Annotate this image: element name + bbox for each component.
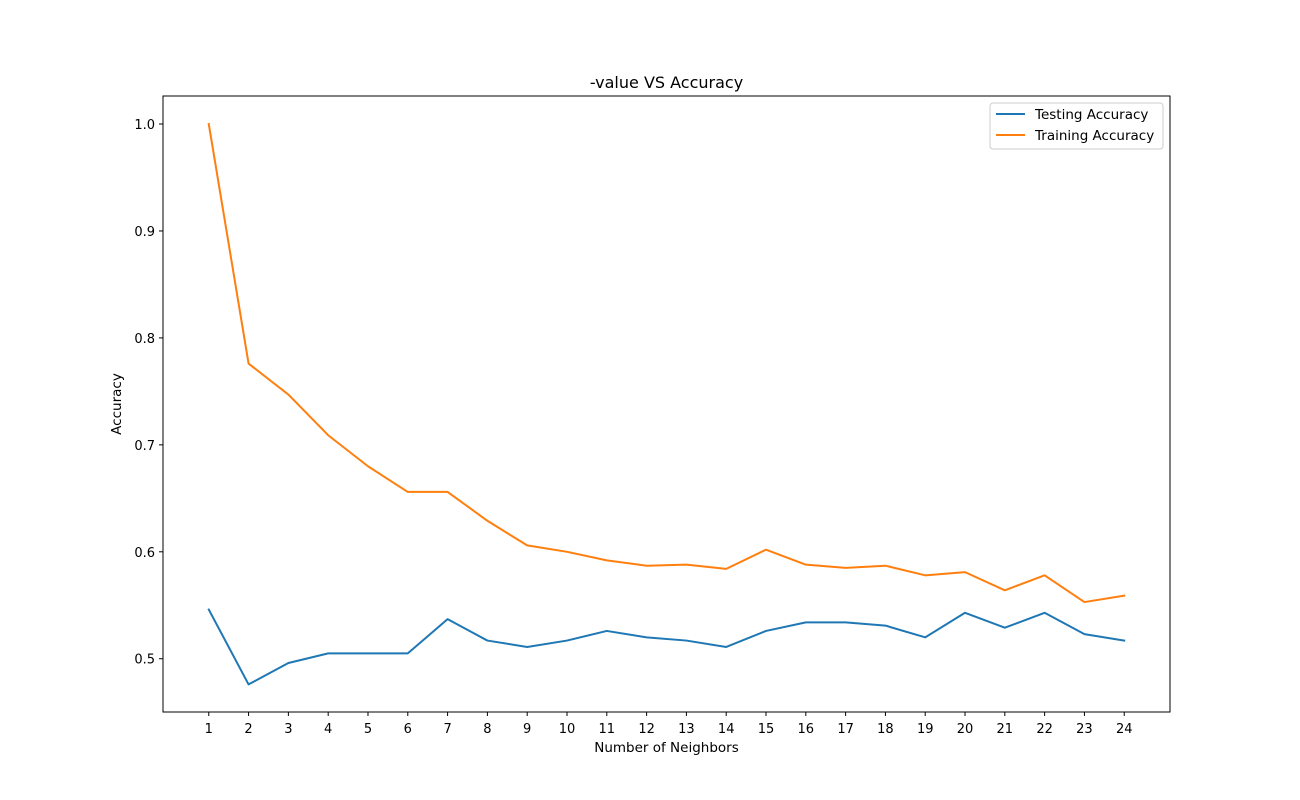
legend-label: Testing Accuracy: [1034, 107, 1148, 123]
x-tick-label: 18: [877, 722, 894, 737]
x-tick-label: 1: [205, 722, 213, 737]
x-tick-label: 22: [1036, 722, 1053, 737]
x-tick-label: 17: [837, 722, 854, 737]
x-tick-label: 21: [997, 722, 1014, 737]
x-tick-label: 20: [957, 722, 974, 737]
series-lines: [207, 122, 1126, 686]
y-tick-label: 0.5: [134, 653, 155, 668]
legend: Testing Accuracy Training Accuracy: [989, 102, 1164, 150]
y-tick-label: 1.0: [134, 118, 155, 133]
x-tick-label: 5: [364, 722, 372, 737]
series-line-training-accuracy: [207, 122, 1126, 604]
y-axis-label: Accuracy: [109, 373, 125, 435]
x-tick-label: 6: [404, 722, 412, 737]
x-tick-label: 24: [1116, 722, 1133, 737]
x-axis-label: Number of Neighbors: [594, 740, 739, 756]
x-tick-label: 10: [559, 722, 576, 737]
x-tick-label: 9: [523, 722, 531, 737]
x-tick-label: 16: [798, 722, 815, 737]
x-tick-label: 19: [917, 722, 934, 737]
x-tick-label: 7: [443, 722, 451, 737]
y-tick-label: 0.9: [134, 225, 155, 240]
chart-title: -value VS Accuracy: [590, 73, 743, 92]
x-tick-label: 4: [324, 722, 332, 737]
tick-layer: 1 2 3 4 5 6 7 8 9 10 11 12 13 14 15 16 17 18 19 20 21 22 23 240…: [134, 118, 1132, 737]
plot-area-frame: [162, 95, 1171, 713]
x-tick-label: 23: [1076, 722, 1093, 737]
series-line-testing-accuracy: [207, 608, 1126, 686]
x-tick-label: 12: [638, 722, 655, 737]
x-tick-label: 3: [284, 722, 292, 737]
y-tick-label: 0.8: [134, 332, 155, 347]
legend-box: [989, 102, 1164, 150]
y-tick-label: 0.6: [134, 546, 155, 561]
y-tick-label: 0.7: [134, 439, 155, 454]
x-tick-label: 14: [718, 722, 735, 737]
x-tick-label: 11: [599, 722, 616, 737]
x-tick-label: 15: [758, 722, 775, 737]
x-tick-label: 13: [678, 722, 695, 737]
legend-label: Training Accuracy: [1034, 128, 1154, 144]
x-tick-label: 2: [244, 722, 252, 737]
x-tick-label: 8: [483, 722, 491, 737]
